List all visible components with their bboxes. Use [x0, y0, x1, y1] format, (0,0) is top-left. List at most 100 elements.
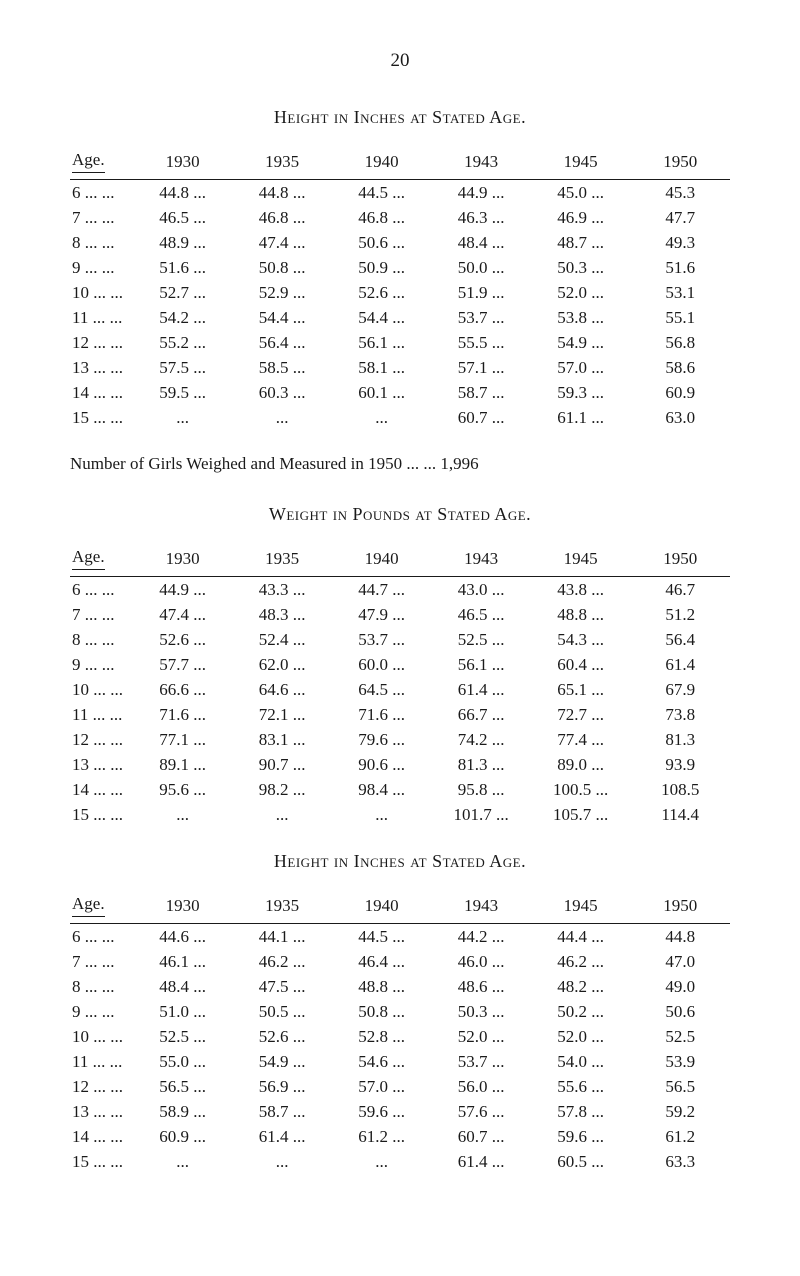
value-cell: 53.9: [630, 1049, 730, 1074]
value-cell: ...: [332, 1149, 432, 1174]
value-cell: 44.4 ...: [531, 924, 631, 950]
col-1940: 1940: [332, 890, 432, 924]
value-cell: 51.9 ...: [431, 280, 531, 305]
col-1940: 1940: [332, 146, 432, 180]
col-1945: 1945: [531, 146, 631, 180]
value-cell: 44.9 ...: [431, 180, 531, 206]
value-cell: 50.8 ...: [332, 999, 432, 1024]
value-cell: 64.6 ...: [232, 677, 332, 702]
value-cell: 50.5 ...: [232, 999, 332, 1024]
table-row: 9 ... ...57.7 ...62.0 ...60.0 ...56.1 ..…: [70, 652, 730, 677]
age-cell: 7 ... ...: [70, 949, 133, 974]
value-cell: 54.9 ...: [531, 330, 631, 355]
value-cell: 61.2: [630, 1124, 730, 1149]
age-cell: 15 ... ...: [70, 1149, 133, 1174]
value-cell: 77.1 ...: [133, 727, 233, 752]
value-cell: 105.7 ...: [531, 802, 631, 827]
value-cell: 52.6 ...: [133, 627, 233, 652]
value-cell: 60.4 ...: [531, 652, 631, 677]
table-row: 15 ... ............60.7 ...61.1 ...63.0: [70, 405, 730, 430]
value-cell: 60.0 ...: [332, 652, 432, 677]
value-cell: 48.8 ...: [531, 602, 631, 627]
value-cell: 53.7 ...: [431, 305, 531, 330]
age-cell: 8 ... ...: [70, 627, 133, 652]
value-cell: ...: [232, 1149, 332, 1174]
value-cell: 51.2: [630, 602, 730, 627]
value-cell: 43.0 ...: [431, 577, 531, 603]
age-cell: 7 ... ...: [70, 205, 133, 230]
value-cell: 61.4 ...: [232, 1124, 332, 1149]
table-row: 7 ... ...46.5 ...46.8 ...46.8 ...46.3 ..…: [70, 205, 730, 230]
value-cell: 48.9 ...: [133, 230, 233, 255]
value-cell: 58.7 ...: [232, 1099, 332, 1124]
value-cell: 58.9 ...: [133, 1099, 233, 1124]
value-cell: 46.5 ...: [431, 602, 531, 627]
table-3: Age. 1930 1935 1940 1943 1945 1950 6 ...…: [70, 890, 730, 1174]
value-cell: 44.2 ...: [431, 924, 531, 950]
value-cell: 50.3 ...: [431, 999, 531, 1024]
value-cell: 46.7: [630, 577, 730, 603]
value-cell: 58.5 ...: [232, 355, 332, 380]
value-cell: 46.1 ...: [133, 949, 233, 974]
table-row: 13 ... ...57.5 ...58.5 ...58.1 ...57.1 .…: [70, 355, 730, 380]
table-row: 10 ... ...52.7 ...52.9 ...52.6 ...51.9 .…: [70, 280, 730, 305]
value-cell: 66.6 ...: [133, 677, 233, 702]
value-cell: 100.5 ...: [531, 777, 631, 802]
age-cell: 10 ... ...: [70, 677, 133, 702]
value-cell: 52.8 ...: [332, 1024, 432, 1049]
value-cell: 61.1 ...: [531, 405, 631, 430]
table-row: 9 ... ...51.6 ...50.8 ...50.9 ...50.0 ..…: [70, 255, 730, 280]
value-cell: 72.7 ...: [531, 702, 631, 727]
value-cell: 56.4: [630, 627, 730, 652]
value-cell: 52.7 ...: [133, 280, 233, 305]
value-cell: 66.7 ...: [431, 702, 531, 727]
value-cell: 52.5: [630, 1024, 730, 1049]
value-cell: 65.1 ...: [531, 677, 631, 702]
value-cell: 55.2 ...: [133, 330, 233, 355]
col-1950: 1950: [630, 543, 730, 577]
value-cell: 63.0: [630, 405, 730, 430]
age-cell: 7 ... ...: [70, 602, 133, 627]
age-cell: 6 ... ...: [70, 924, 133, 950]
value-cell: 72.1 ...: [232, 702, 332, 727]
value-cell: 54.0 ...: [531, 1049, 631, 1074]
value-cell: 47.9 ...: [332, 602, 432, 627]
value-cell: 60.3 ...: [232, 380, 332, 405]
table-row: 11 ... ...71.6 ...72.1 ...71.6 ...66.7 .…: [70, 702, 730, 727]
value-cell: ...: [133, 405, 233, 430]
value-cell: 81.3: [630, 727, 730, 752]
value-cell: 56.8: [630, 330, 730, 355]
value-cell: 45.0 ...: [531, 180, 631, 206]
table-3-title: Height in Inches at Stated Age.: [70, 851, 730, 872]
value-cell: 63.3: [630, 1149, 730, 1174]
table-row: 6 ... ...44.6 ...44.1 ...44.5 ...44.2 ..…: [70, 924, 730, 950]
table-1: Age. 1930 1935 1940 1943 1945 1950 6 ...…: [70, 146, 730, 430]
col-1940: 1940: [332, 543, 432, 577]
value-cell: 52.5 ...: [431, 627, 531, 652]
value-cell: 54.6 ...: [332, 1049, 432, 1074]
value-cell: 52.5 ...: [133, 1024, 233, 1049]
measured-line: Number of Girls Weighed and Measured in …: [70, 454, 730, 474]
value-cell: 44.5 ...: [332, 180, 432, 206]
value-cell: 54.4 ...: [232, 305, 332, 330]
age-cell: 13 ... ...: [70, 1099, 133, 1124]
value-cell: 56.0 ...: [431, 1074, 531, 1099]
age-cell: 15 ... ...: [70, 405, 133, 430]
value-cell: 61.4 ...: [431, 1149, 531, 1174]
value-cell: 95.8 ...: [431, 777, 531, 802]
value-cell: 46.9 ...: [531, 205, 631, 230]
value-cell: 56.9 ...: [232, 1074, 332, 1099]
col-1943: 1943: [431, 890, 531, 924]
value-cell: 47.7: [630, 205, 730, 230]
value-cell: 56.1 ...: [431, 652, 531, 677]
age-cell: 11 ... ...: [70, 305, 133, 330]
value-cell: 58.1 ...: [332, 355, 432, 380]
value-cell: 44.8 ...: [133, 180, 233, 206]
value-cell: 49.0: [630, 974, 730, 999]
value-cell: 48.3 ...: [232, 602, 332, 627]
value-cell: 51.6: [630, 255, 730, 280]
value-cell: 47.0: [630, 949, 730, 974]
col-age: Age.: [70, 146, 133, 180]
value-cell: 67.9: [630, 677, 730, 702]
col-1935: 1935: [232, 146, 332, 180]
